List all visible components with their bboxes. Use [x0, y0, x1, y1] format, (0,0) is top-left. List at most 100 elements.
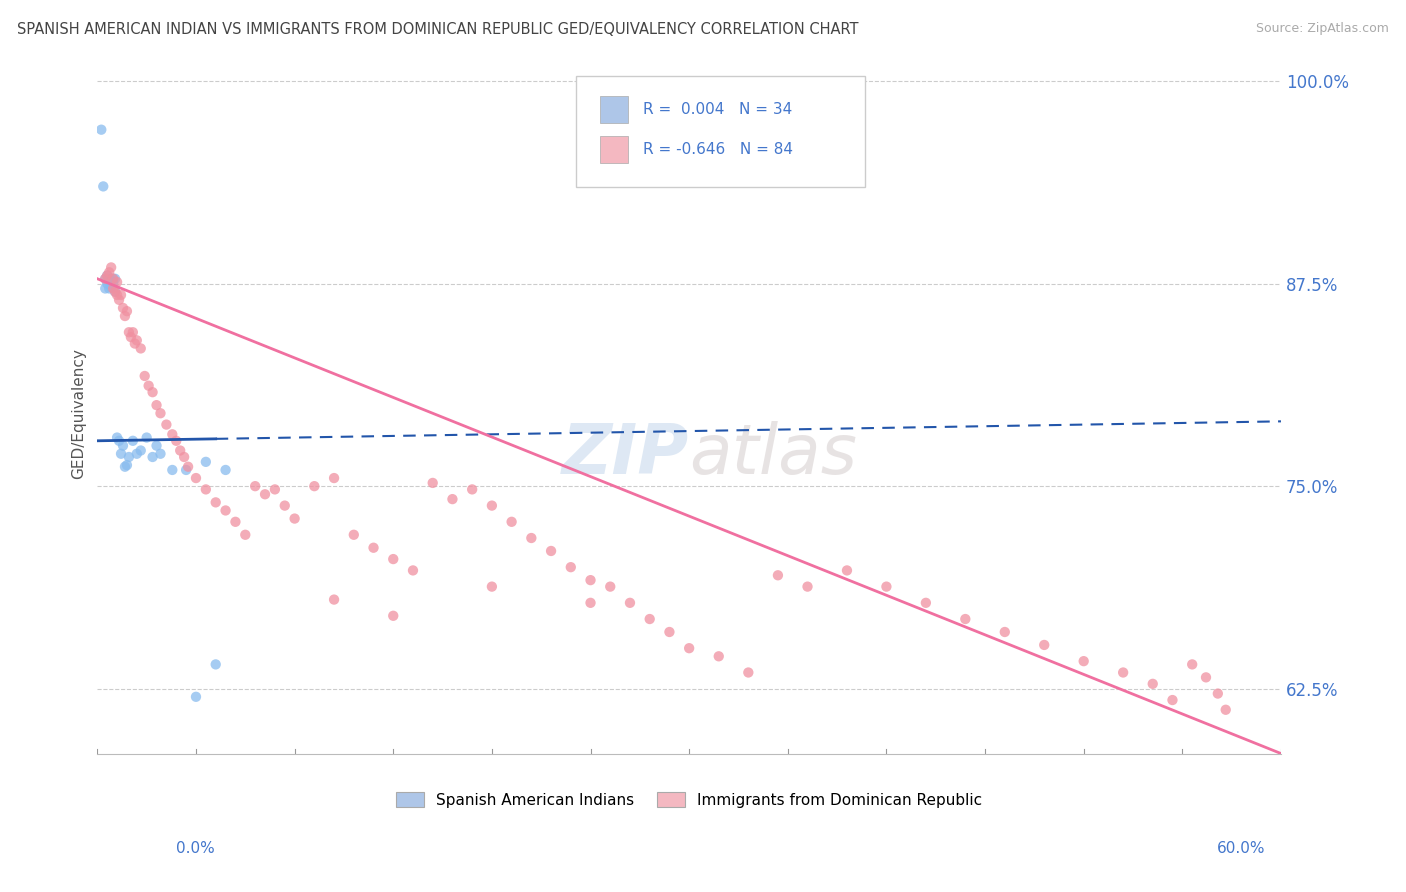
Point	[1161, 693, 1184, 707]
Point	[104, 272, 127, 286]
Point	[108, 434, 131, 448]
Point	[91, 179, 114, 194]
Point	[108, 293, 131, 307]
Point	[1181, 657, 1204, 672]
Point	[194, 455, 217, 469]
Point	[173, 450, 195, 464]
Point	[115, 304, 138, 318]
Point	[1033, 638, 1056, 652]
Text: R = -0.646   N = 84: R = -0.646 N = 84	[643, 143, 793, 157]
Point	[100, 272, 122, 286]
Point	[560, 560, 582, 574]
Point	[461, 483, 484, 497]
Point	[707, 649, 730, 664]
Point	[233, 528, 256, 542]
Point	[129, 342, 152, 356]
Point	[766, 568, 789, 582]
Point	[204, 495, 226, 509]
Text: atlas: atlas	[689, 421, 858, 488]
Point	[101, 272, 124, 286]
Point	[162, 427, 184, 442]
Point	[114, 459, 136, 474]
Point	[94, 272, 117, 286]
Point	[149, 447, 172, 461]
Point	[94, 281, 117, 295]
Point	[835, 563, 858, 577]
Point	[100, 280, 122, 294]
Point	[124, 336, 146, 351]
Point	[145, 398, 167, 412]
Point	[96, 268, 118, 283]
Point	[638, 612, 661, 626]
Point	[1073, 654, 1095, 668]
Text: R =  0.004   N = 34: R = 0.004 N = 34	[643, 103, 792, 117]
Point	[343, 528, 366, 542]
Point	[599, 580, 621, 594]
Point	[214, 503, 236, 517]
Point	[101, 281, 124, 295]
Point	[501, 515, 523, 529]
Point	[284, 511, 307, 525]
Point	[243, 479, 266, 493]
Point	[915, 596, 938, 610]
Point	[174, 463, 197, 477]
Point	[98, 272, 121, 286]
Point	[111, 301, 134, 315]
Point	[98, 281, 121, 295]
Point	[121, 434, 143, 448]
Point	[382, 552, 405, 566]
Point	[1215, 703, 1237, 717]
Point	[619, 596, 641, 610]
Point	[214, 463, 236, 477]
Point	[118, 325, 141, 339]
Point	[1206, 687, 1229, 701]
Point	[142, 385, 165, 400]
Point	[125, 447, 148, 461]
Point	[253, 487, 276, 501]
Point	[100, 260, 122, 275]
Point	[96, 268, 118, 283]
Point	[138, 378, 160, 392]
Point	[994, 625, 1017, 640]
Point	[184, 690, 207, 704]
Point	[111, 439, 134, 453]
Point	[105, 288, 128, 302]
Point	[110, 447, 132, 461]
Point	[1112, 665, 1135, 680]
Point	[481, 499, 503, 513]
Point	[1195, 670, 1218, 684]
Point	[1142, 677, 1164, 691]
Text: SPANISH AMERICAN INDIAN VS IMMIGRANTS FROM DOMINICAN REPUBLIC GED/EQUIVALENCY CO: SPANISH AMERICAN INDIAN VS IMMIGRANTS FR…	[17, 22, 859, 37]
Point	[737, 665, 759, 680]
Point	[110, 288, 132, 302]
Point	[481, 580, 503, 594]
Point	[875, 580, 897, 594]
Text: Source: ZipAtlas.com: Source: ZipAtlas.com	[1256, 22, 1389, 36]
Point	[101, 277, 124, 291]
Point	[114, 309, 136, 323]
Point	[104, 285, 127, 299]
Point	[304, 479, 326, 493]
Point	[115, 458, 138, 472]
Point	[955, 612, 977, 626]
Point	[121, 325, 143, 339]
Point	[274, 499, 297, 513]
Point	[101, 272, 124, 286]
Point	[323, 471, 346, 485]
Point	[323, 592, 346, 607]
Point	[90, 122, 112, 136]
Point	[402, 563, 425, 577]
Point	[118, 450, 141, 464]
Point	[98, 265, 121, 279]
Point	[441, 492, 464, 507]
Point	[120, 330, 142, 344]
Point	[165, 434, 187, 448]
Point	[204, 657, 226, 672]
Point	[135, 431, 157, 445]
Y-axis label: GED/Equivalency: GED/Equivalency	[72, 348, 86, 479]
Point	[96, 277, 118, 291]
Point	[363, 541, 385, 555]
Point	[105, 275, 128, 289]
Point	[194, 483, 217, 497]
Point	[382, 608, 405, 623]
